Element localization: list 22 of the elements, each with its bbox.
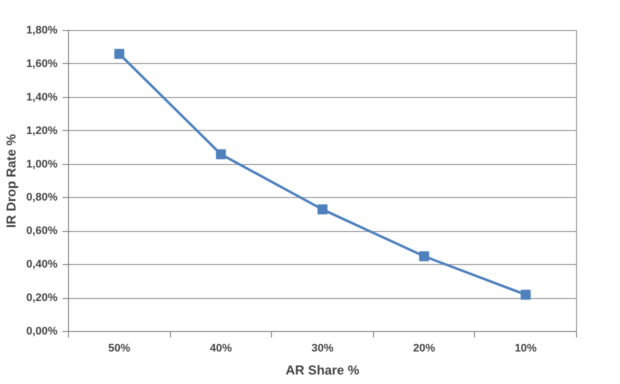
x-tick-label: 30%: [311, 342, 334, 354]
y-axis-title: IR Drop Rate %: [3, 134, 18, 228]
y-tick-label: 1,60%: [26, 58, 58, 70]
y-tick-label: 0,40%: [26, 258, 58, 271]
y-tick-label: 0,20%: [26, 292, 58, 304]
x-tick-label: 40%: [210, 342, 232, 354]
y-tick-label: 1,20%: [26, 124, 58, 137]
x-tick-label: 10%: [514, 342, 537, 354]
y-tick-label: 1,00%: [26, 158, 58, 170]
point: [520, 290, 531, 300]
point: [114, 48, 124, 59]
x-tick-label: 20%: [413, 342, 436, 354]
y-tick-label: 0,60%: [26, 225, 58, 238]
point: [419, 251, 430, 262]
x-tick-label: 50%: [108, 342, 131, 354]
x-axis-title: AR Share %: [286, 362, 360, 378]
point: [216, 149, 226, 160]
y-tick-label: 0,80%: [26, 192, 58, 204]
y-tick-label: 1,40%: [26, 91, 58, 104]
y-tick-label: 0,00%: [26, 326, 58, 338]
point: [318, 204, 328, 214]
y-tick-label: 1,80%: [26, 24, 58, 36]
